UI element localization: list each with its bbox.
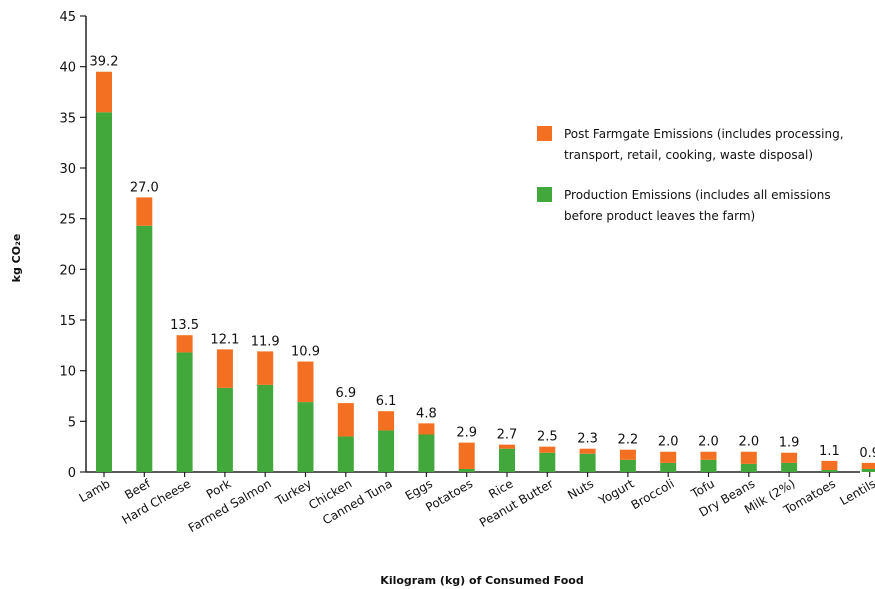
category-label: Lamb [77, 476, 113, 505]
bar-post-farmgate [297, 361, 314, 403]
legend-label: Post Farmgate Emissions (includes proces… [564, 127, 844, 141]
bar-post-farmgate [176, 335, 193, 353]
bar-production [378, 430, 395, 472]
bar-production [176, 352, 193, 472]
y-tick-label: 45 [59, 10, 76, 25]
total-label: 12.1 [210, 332, 239, 347]
bar-post-farmgate [96, 71, 112, 113]
bar-production [297, 402, 314, 472]
total-label: 2.0 [658, 435, 679, 450]
bar-post-farmgate [740, 451, 757, 464]
total-label: 6.9 [335, 386, 356, 401]
bar-post-farmgate [660, 451, 677, 463]
category-label: Lentils [837, 476, 875, 508]
total-label: 2.3 [577, 432, 598, 447]
category-label: Nuts [565, 476, 596, 502]
legend-label: transport, retail, cooking, waste dispos… [564, 148, 813, 162]
total-label: 2.0 [738, 435, 759, 450]
bar-production [579, 453, 596, 472]
y-tick-label: 15 [59, 314, 76, 329]
bar-post-farmgate [861, 462, 875, 469]
category-label: Peanut Butter [477, 476, 556, 530]
bar-post-farmgate [378, 411, 395, 431]
bar-production [781, 462, 798, 472]
total-label: 11.9 [251, 334, 280, 349]
category-label: Hard Cheese [119, 476, 193, 527]
legend-label: before product leaves the farm) [564, 209, 755, 223]
bar-production [821, 469, 838, 472]
bar-post-farmgate [499, 444, 515, 449]
bar-post-farmgate [539, 446, 556, 453]
bar-post-farmgate [579, 448, 596, 454]
total-label: 2.5 [537, 430, 558, 445]
axes: 0 5 10 15 20 25 30 35 40 45 [59, 10, 871, 481]
total-label: 6.1 [376, 394, 397, 409]
total-label: 2.0 [698, 435, 719, 450]
x-axis-title: Kilogram (kg) of Consumed Food [380, 574, 583, 587]
bar-production [458, 468, 475, 472]
total-label: 0.9 [859, 446, 875, 461]
bar-production [539, 452, 556, 472]
y-tick-label: 0 [68, 466, 76, 481]
bar-production [257, 384, 274, 472]
bar-production [619, 459, 636, 472]
total-label: 10.9 [291, 345, 320, 360]
category-label: Canned Tuna [320, 476, 394, 527]
bar-post-farmgate [821, 460, 838, 470]
bar-production [660, 462, 677, 472]
y-tick-label: 35 [59, 111, 76, 126]
bar-post-farmgate [216, 349, 233, 388]
bars [96, 71, 875, 473]
y-tick-label: 20 [59, 263, 76, 278]
bar-post-farmgate [136, 197, 153, 226]
bar-post-farmgate [619, 449, 636, 460]
y-tick-label: 5 [68, 415, 76, 430]
y-tick-label: 10 [59, 365, 76, 380]
bar-production [861, 468, 875, 472]
total-label: 1.1 [819, 444, 840, 459]
total-label: 2.9 [456, 426, 477, 441]
bar-production [337, 436, 354, 472]
bar-post-farmgate [781, 452, 798, 463]
total-label: 39.2 [90, 55, 119, 70]
y-tick-label: 30 [59, 162, 76, 177]
total-label: 13.5 [170, 318, 199, 333]
total-label: 2.7 [497, 428, 518, 443]
total-label: 4.8 [416, 406, 437, 421]
bar-production [136, 225, 153, 472]
total-label: 27.0 [130, 180, 159, 195]
bar-production [418, 434, 435, 472]
bar-post-farmgate [418, 423, 435, 435]
bar-post-farmgate [257, 351, 274, 385]
legend-swatch [537, 187, 552, 202]
legend-label: Production Emissions (includes all emiss… [564, 188, 831, 202]
bar-production [96, 112, 112, 473]
bar-post-farmgate [700, 451, 717, 460]
bar-production [499, 448, 515, 472]
total-label: 2.2 [618, 433, 639, 448]
bar-production [216, 387, 233, 472]
legend: Post Farmgate Emissions (includes proces… [537, 126, 844, 223]
bar-post-farmgate [458, 442, 475, 469]
bar-production [700, 459, 717, 472]
bar-post-farmgate [337, 403, 354, 437]
legend-swatch [537, 126, 552, 141]
y-axis-title: kg CO₂e [10, 234, 23, 283]
total-label: 1.9 [779, 436, 800, 451]
y-tick-label: 25 [59, 213, 76, 228]
category-label: Broccoli [629, 476, 677, 512]
bar-production [740, 463, 757, 472]
y-tick-label: 40 [59, 61, 76, 76]
